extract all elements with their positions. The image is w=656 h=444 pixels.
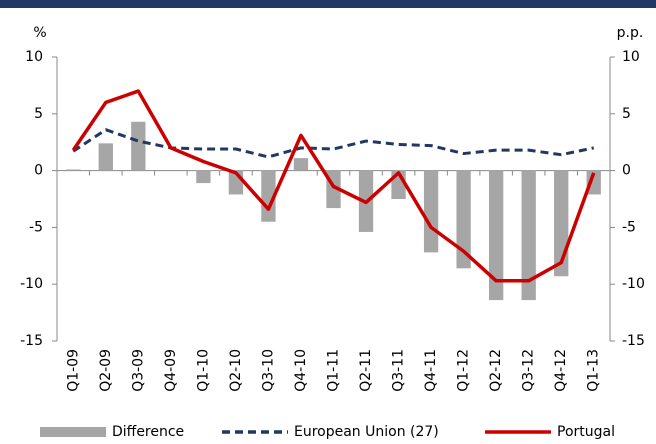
bar xyxy=(261,170,276,222)
bar xyxy=(521,170,536,301)
x-tick-label: Q3-10 xyxy=(260,349,276,392)
x-tick-label: Q4-10 xyxy=(293,349,309,392)
bar xyxy=(131,121,146,171)
x-tick-label: Q1-09 xyxy=(65,349,81,392)
legend-swatch xyxy=(40,427,106,437)
line xyxy=(72,128,595,159)
x-tick-label: Q3-11 xyxy=(391,349,407,392)
legend-label: Portugal xyxy=(557,424,615,440)
y-tick-label: 5 xyxy=(34,106,43,122)
y2-tick-label: -5 xyxy=(622,219,636,235)
x-tick-label: Q3-12 xyxy=(521,349,537,392)
bar xyxy=(488,170,504,301)
x-tick-label: Q3-09 xyxy=(130,349,146,392)
y2-tick-label: 5 xyxy=(622,106,631,122)
y-tick-label: -15 xyxy=(20,333,43,349)
bar xyxy=(98,143,113,171)
y-tick-label: 0 xyxy=(34,163,43,179)
x-tick-label: Q1-10 xyxy=(195,349,211,392)
header-bar xyxy=(0,0,656,8)
bar xyxy=(66,169,81,171)
x-tick-label: Q1-11 xyxy=(326,349,342,392)
x-tick-label: Q2-10 xyxy=(228,349,244,392)
x-tick-label: Q4-11 xyxy=(423,349,439,392)
y2-tick-label: -15 xyxy=(622,333,645,349)
y2-tick-label: 10 xyxy=(622,49,640,65)
y2-tick-label: 0 xyxy=(622,163,631,179)
line xyxy=(71,89,596,283)
bar xyxy=(196,170,211,184)
legend-label: European Union (27) xyxy=(294,424,439,440)
y-axis-label: % xyxy=(33,25,46,41)
bar xyxy=(293,158,309,171)
x-tick-label: Q1-12 xyxy=(456,349,472,392)
y2-tick-label: -10 xyxy=(622,276,645,292)
bar xyxy=(586,170,601,195)
bar xyxy=(423,170,439,253)
x-tick-label: Q2-11 xyxy=(358,349,374,392)
x-tick-label: Q1-13 xyxy=(586,349,602,392)
y-tick-label: -5 xyxy=(29,219,43,235)
x-tick-label: Q4-12 xyxy=(553,349,569,392)
bar xyxy=(456,170,471,269)
y-tick-label: -10 xyxy=(20,276,43,292)
x-tick-label: Q2-12 xyxy=(488,349,504,392)
x-tick-label: Q4-09 xyxy=(163,349,179,392)
y2-axis-label: p.p. xyxy=(617,25,644,41)
y-tick-label: 10 xyxy=(25,49,43,65)
legend-label: Difference xyxy=(112,424,184,440)
x-tick-label: Q2-09 xyxy=(98,349,114,392)
